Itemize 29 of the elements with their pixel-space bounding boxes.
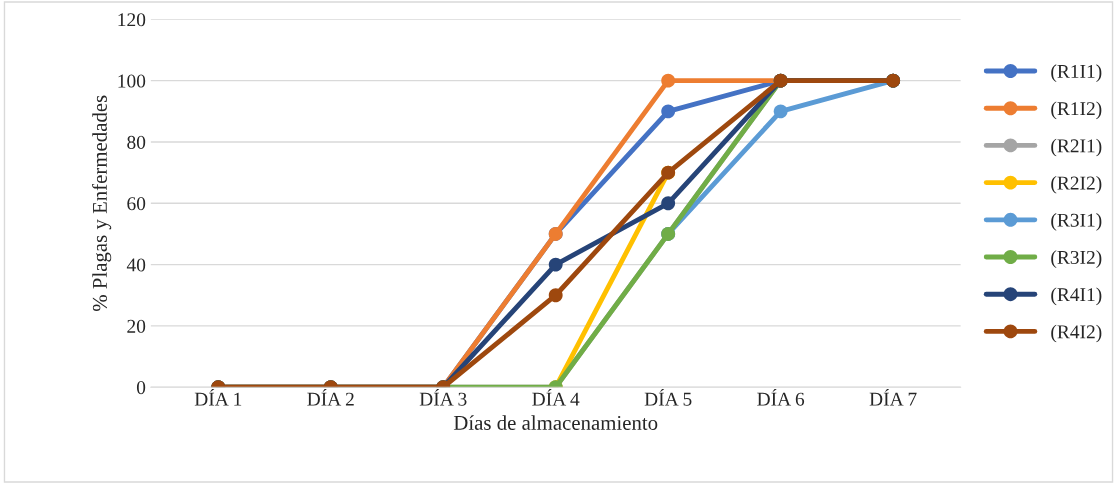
legend-label: (R4I2) bbox=[1051, 324, 1102, 343]
legend-label: (R1I2) bbox=[1051, 101, 1102, 120]
legend-label: (R3I1) bbox=[1051, 213, 1102, 231]
y-axis-title: % Plagas y Enfermedades bbox=[92, 95, 112, 312]
point bbox=[773, 104, 788, 119]
point bbox=[661, 104, 676, 119]
x-axis-title: Días de almacenamiento bbox=[453, 415, 658, 430]
y-tick-label: 20 bbox=[127, 319, 146, 333]
legend-label: (R1I1) bbox=[1051, 64, 1102, 82]
y-tick-label: 60 bbox=[127, 197, 146, 211]
x-tick-label: DÍA 4 bbox=[532, 388, 580, 406]
legend-label: (R3I2) bbox=[1051, 250, 1102, 268]
x-tick-label: DÍA 1 bbox=[194, 388, 242, 406]
y-tick-label: 100 bbox=[118, 74, 146, 88]
legend-label: (R4I1) bbox=[1051, 287, 1102, 306]
y-tick-label: 0 bbox=[136, 381, 146, 395]
x-tick-label: DÍA 3 bbox=[419, 388, 467, 406]
point bbox=[661, 196, 676, 211]
x-tick-label: DÍA 5 bbox=[644, 388, 692, 406]
point bbox=[548, 257, 563, 272]
x-tick-label: DÍA 2 bbox=[307, 388, 354, 406]
x-tick-label: DÍA 7 bbox=[869, 388, 917, 406]
legend-label: (R2I1) bbox=[1051, 138, 1102, 157]
x-tick-label: DÍA 6 bbox=[757, 388, 805, 406]
legend-label: (R2I2) bbox=[1051, 175, 1102, 194]
y-tick-label: 40 bbox=[126, 258, 146, 272]
y-tick-label: 120 bbox=[118, 13, 146, 27]
y-tick-label: 80 bbox=[127, 135, 146, 149]
point bbox=[661, 73, 676, 88]
